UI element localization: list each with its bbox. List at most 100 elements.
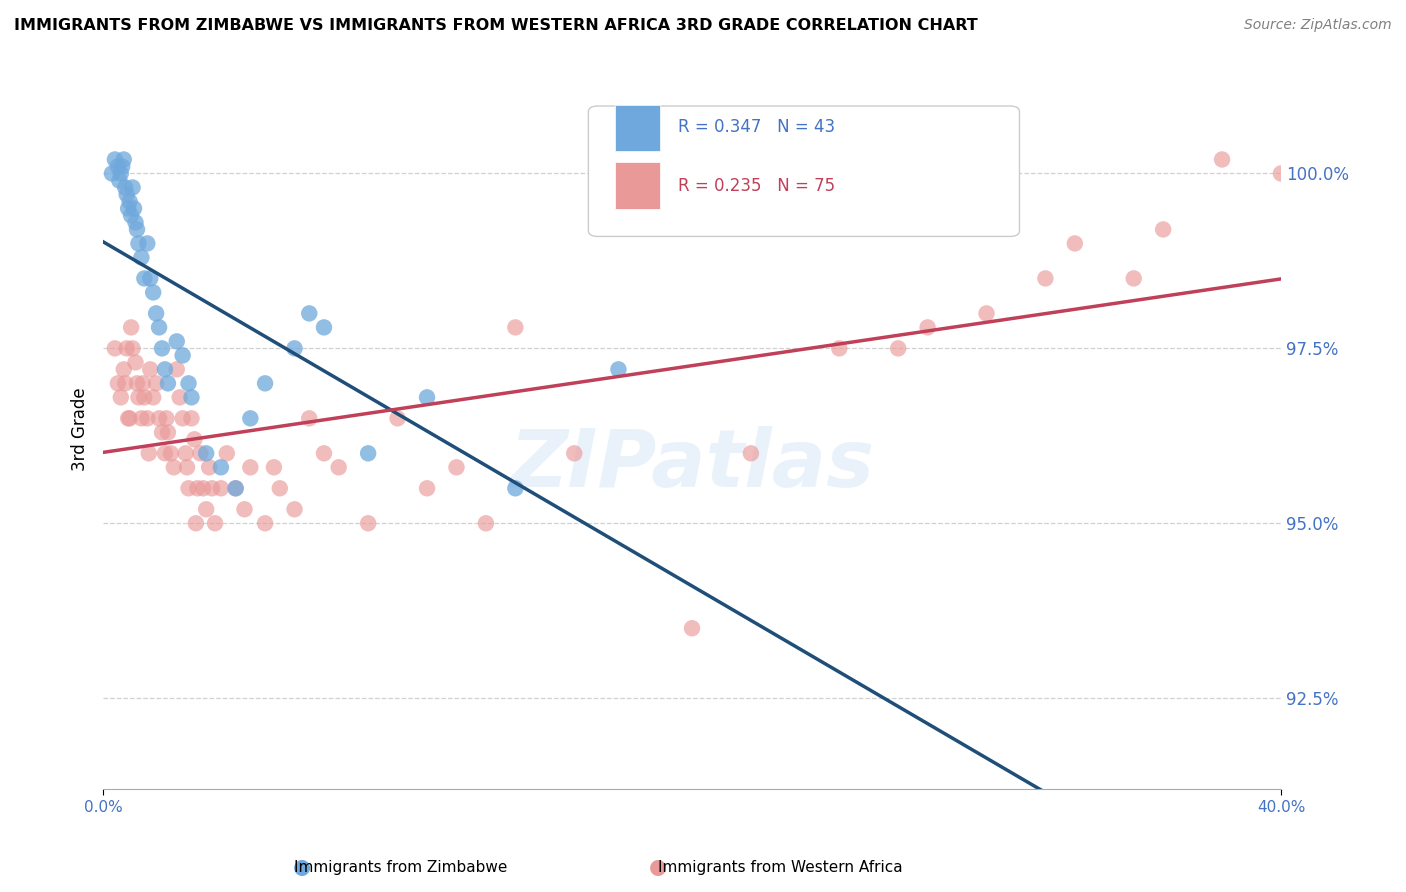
Text: IMMIGRANTS FROM ZIMBABWE VS IMMIGRANTS FROM WESTERN AFRICA 3RD GRADE CORRELATION: IMMIGRANTS FROM ZIMBABWE VS IMMIGRANTS F… <box>14 18 977 33</box>
Point <box>117 202 139 216</box>
Bar <box>616 162 661 209</box>
Point <box>145 376 167 391</box>
Point <box>134 390 156 404</box>
Point <box>193 481 215 495</box>
Point <box>121 342 143 356</box>
Point <box>114 180 136 194</box>
Point <box>1152 222 1174 236</box>
Point <box>475 516 498 531</box>
Point <box>122 202 145 216</box>
Point <box>120 320 142 334</box>
Point <box>125 222 148 236</box>
Point <box>180 411 202 425</box>
Point <box>112 153 135 167</box>
Point <box>176 460 198 475</box>
Point <box>166 362 188 376</box>
Point <box>1063 236 1085 251</box>
Point <box>145 306 167 320</box>
Point <box>107 376 129 391</box>
Point <box>124 215 146 229</box>
Point <box>136 411 159 425</box>
Text: ZIPatlas: ZIPatlas <box>509 425 875 504</box>
Point <box>121 180 143 194</box>
Point <box>195 502 218 516</box>
Point <box>976 306 998 320</box>
Point <box>148 411 170 425</box>
Point <box>153 362 176 376</box>
Point <box>172 348 194 362</box>
Point <box>446 460 468 475</box>
Point <box>115 342 138 356</box>
Point <box>312 446 335 460</box>
Point <box>1270 166 1292 180</box>
Point <box>283 502 305 516</box>
Point <box>172 411 194 425</box>
Point <box>124 355 146 369</box>
Point <box>115 187 138 202</box>
Text: ●: ● <box>294 857 311 877</box>
Point <box>215 446 238 460</box>
Point <box>118 194 141 209</box>
Point <box>125 376 148 391</box>
Point <box>1122 271 1144 285</box>
Point <box>112 362 135 376</box>
Point <box>142 285 165 300</box>
Point <box>180 390 202 404</box>
Point <box>263 460 285 475</box>
Point <box>150 425 173 440</box>
Point <box>131 411 153 425</box>
Point <box>104 153 127 167</box>
Point <box>387 411 409 425</box>
Point <box>111 160 134 174</box>
Point <box>239 460 262 475</box>
Point <box>174 446 197 460</box>
Point <box>160 446 183 460</box>
Point <box>357 446 380 460</box>
Point <box>127 236 149 251</box>
Text: Immigrants from Zimbabwe: Immigrants from Zimbabwe <box>294 860 508 874</box>
Point <box>209 460 232 475</box>
Point <box>169 390 191 404</box>
Point <box>298 306 321 320</box>
Point <box>269 481 291 495</box>
Point <box>917 320 939 334</box>
Point <box>108 173 131 187</box>
Point <box>828 342 851 356</box>
Point <box>312 320 335 334</box>
Point <box>120 209 142 223</box>
Text: R = 0.235   N = 75: R = 0.235 N = 75 <box>678 177 835 194</box>
Point <box>177 376 200 391</box>
Point <box>132 376 155 391</box>
Point <box>201 481 224 495</box>
Point <box>188 446 211 460</box>
Point <box>254 376 277 391</box>
Point <box>142 390 165 404</box>
Point <box>740 446 762 460</box>
Point <box>139 362 162 376</box>
Text: Immigrants from Western Africa: Immigrants from Western Africa <box>658 860 903 874</box>
Point <box>148 320 170 334</box>
Point <box>283 342 305 356</box>
Point <box>416 481 439 495</box>
Point <box>139 271 162 285</box>
Point <box>239 411 262 425</box>
Point <box>107 160 129 174</box>
Point <box>225 481 247 495</box>
Point <box>681 621 703 635</box>
Y-axis label: 3rd Grade: 3rd Grade <box>72 387 89 471</box>
Point <box>131 251 153 265</box>
Point <box>328 460 350 475</box>
Point <box>177 481 200 495</box>
Point <box>357 516 380 531</box>
Point <box>195 446 218 460</box>
Point <box>183 433 205 447</box>
Point <box>416 390 439 404</box>
Point <box>505 320 527 334</box>
Point <box>110 390 132 404</box>
Point <box>127 390 149 404</box>
Point <box>163 460 186 475</box>
Point <box>155 411 177 425</box>
Point <box>134 271 156 285</box>
Point <box>198 460 221 475</box>
Point <box>204 516 226 531</box>
